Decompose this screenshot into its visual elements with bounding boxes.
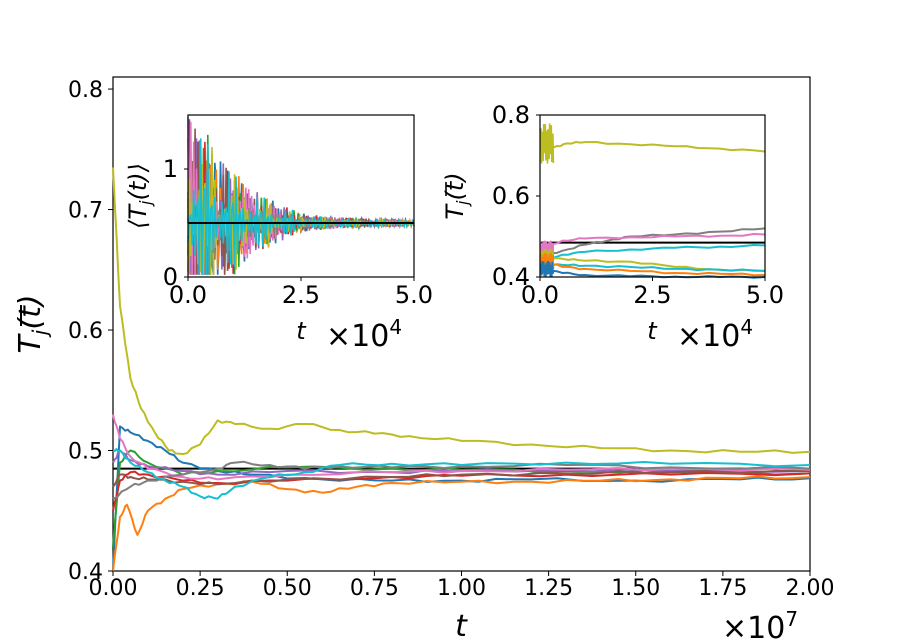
inset-left-axes: 0.0 2.5 5.0 01 t ×104 ⟨Tj(t)⟩ [124, 114, 433, 354]
inset-left-x-tick-label: 5.0 [395, 281, 433, 309]
inset-right-burst-olive [539, 123, 555, 164]
main-series-cyan [112, 448, 811, 500]
inset-left-y-label: ⟨Tj(t)⟩ [124, 163, 155, 229]
main-axes: 0.00 0.25 0.50 0.75 1.00 1.25 1.50 1.75 2.00 0.4… [13, 76, 835, 641]
inset-right-series-cyan [539, 244, 766, 262]
inset-right-x-multiplier: ×104 [677, 315, 753, 354]
main-x-label: t [455, 609, 468, 641]
inset-right-series-olive [539, 141, 766, 153]
inset-left-y-ticks: 01 [163, 155, 188, 291]
inset-right-y-tick-label: 0.8 [492, 101, 530, 129]
inset-left-y-tick-label: 0 [163, 263, 178, 291]
inset-left-y-tick-label: 1 [163, 155, 178, 183]
inset-left-x-label: t [296, 317, 307, 345]
inset-right-x-label: t [647, 317, 658, 345]
inset-right-series-pink [539, 233, 766, 250]
main-x-ticks: 0.00 0.25 0.50 0.75 1.00 1.25 1.50 1.75 2.00 [89, 571, 835, 601]
main-series-pink [112, 414, 811, 481]
main-series-orange [112, 475, 811, 572]
inset-right-x-tick-label: 0.0 [521, 281, 559, 309]
main-x-tick-label: 1.75 [698, 576, 747, 601]
inset-right-burst-blue [539, 260, 555, 277]
main-x-tick-label: 0.00 [89, 576, 138, 601]
main-x-tick-label: 0.50 [263, 576, 312, 601]
main-x-tick-label: 1.25 [524, 576, 573, 601]
main-x-tick-label: 0.25 [176, 576, 225, 601]
inset-left-x-multiplier: ×104 [326, 315, 402, 354]
main-y-tick-label: 0.5 [68, 440, 103, 465]
main-x-tick-label: 2.00 [786, 576, 835, 601]
inset-right-y-tick-label: 0.6 [492, 182, 530, 210]
inset-right-burst-orange [539, 252, 555, 269]
main-series-group [112, 167, 811, 572]
inset-right-y-label: Tj(t) [441, 172, 472, 219]
inset-right-x-tick-label: 2.5 [633, 281, 671, 309]
inset-right-y-ticks: 0.4 0.6 0.8 [492, 101, 540, 291]
main-y-tick-label: 0.6 [68, 319, 103, 344]
main-y-tick-label: 0.8 [68, 78, 103, 103]
inset-right-series-group [539, 123, 766, 279]
main-y-tick-label: 0.7 [68, 199, 103, 224]
main-x-multiplier: ×107 [722, 607, 798, 641]
inset-right-axes: 0.0 2.5 5.0 0.4 0.6 0.8 t ×104 Tj(t) [441, 101, 784, 354]
inset-right-series-orange [539, 259, 766, 277]
inset-right-series-cyan2 [540, 263, 766, 272]
main-x-tick-label: 1.50 [611, 576, 660, 601]
inset-left-x-tick-label: 0.0 [169, 281, 207, 309]
inset-left-x-ticks: 0.0 2.5 5.0 [169, 277, 433, 309]
main-x-tick-label: 1.00 [437, 576, 486, 601]
inset-right-y-tick-label: 0.4 [492, 263, 530, 291]
main-y-ticks: 0.4 0.5 0.6 0.7 0.8 [68, 78, 113, 585]
main-y-label: Tj(t) [13, 294, 52, 353]
main-x-tick-label: 0.75 [350, 576, 399, 601]
main-series-olive [112, 167, 811, 456]
inset-right-x-tick-label: 5.0 [746, 281, 784, 309]
inset-right-x-ticks: 0.0 2.5 5.0 [521, 277, 784, 309]
main-y-tick-label: 0.4 [68, 560, 103, 585]
inset-left-series-9 [187, 138, 415, 275]
inset-left-x-tick-label: 2.5 [282, 281, 320, 309]
